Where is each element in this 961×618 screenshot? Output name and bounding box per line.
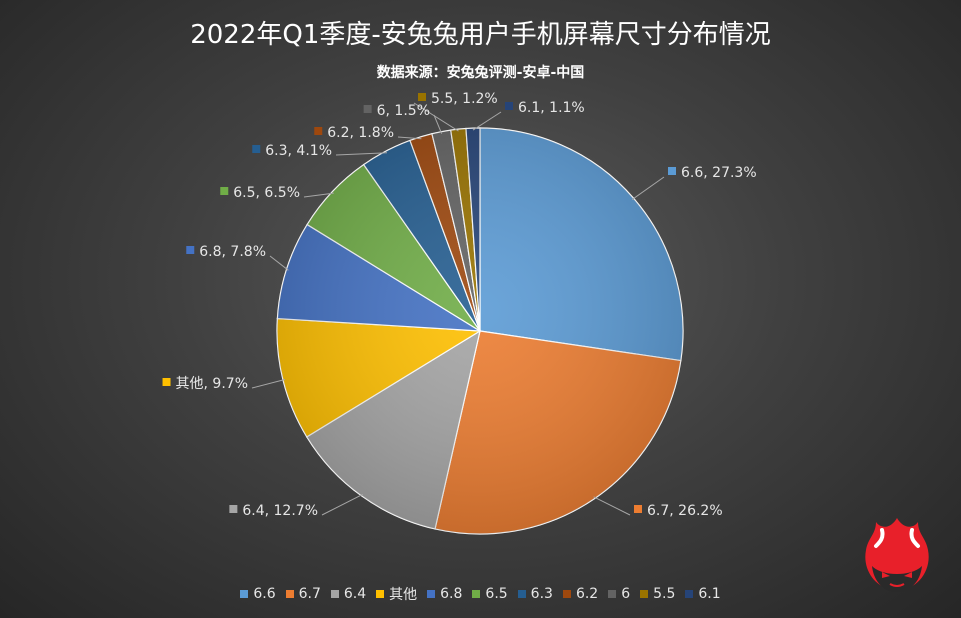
slice-label-text: 6.7, 26.2%	[647, 503, 723, 519]
slice-label-text: 6.4, 12.7%	[242, 503, 318, 519]
pie-slices	[276, 127, 684, 535]
legend-item-6.4: 6.4	[330, 586, 367, 602]
slice-label-6.8: 6.8, 7.8%	[186, 244, 266, 260]
chart-title: 2022年Q1季度-安兔兔用户手机屏幕尺寸分布情况	[190, 20, 771, 50]
legend-label: 6.5	[485, 586, 508, 602]
slice-label-swatch	[314, 127, 323, 135]
slice-label-其他: 其他, 9.7%	[162, 376, 248, 392]
legend-swatch	[640, 590, 649, 598]
slice-label-text: 6.5, 6.5%	[233, 185, 300, 201]
antutu-flame-logo-icon	[865, 518, 929, 592]
legend-item-5.5: 5.5	[640, 586, 675, 602]
legend-label: 6.2	[575, 586, 599, 602]
leader-line-6.8	[269, 255, 289, 271]
legend-label: 6.6	[253, 586, 276, 602]
legend-label: 其他	[389, 587, 418, 603]
leader-line-6	[433, 114, 443, 134]
legend-swatch	[376, 590, 385, 598]
slice-label-swatch	[634, 505, 642, 513]
leader-line-6.7	[593, 496, 631, 516]
pie-slice-6.6	[479, 127, 684, 362]
leader-line-6.2	[397, 136, 422, 140]
slice-label-swatch	[363, 105, 372, 113]
slice-label-swatch	[505, 102, 513, 110]
leader-line-6.5	[303, 192, 334, 198]
legend-item-6.7: 6.7	[285, 586, 321, 602]
legend-swatch	[517, 590, 526, 598]
slice-label-6.5: 6.5, 6.5%	[220, 185, 300, 201]
legend-label: 6.1	[698, 586, 721, 602]
legend-item-6.6: 6.6	[240, 586, 276, 602]
slice-label-swatch	[162, 378, 171, 386]
legend-item-6.3: 6.3	[517, 586, 553, 602]
leader-line-5.5	[413, 102, 459, 132]
leader-line-6.3	[335, 152, 388, 156]
slice-label-text: 其他, 9.7%	[176, 376, 248, 392]
legend-label: 6.4	[343, 586, 367, 602]
slice-labels: 6.6, 27.3% 6.7, 26.2% 6.4, 12.7% 其他, 9.7% 6.…	[162, 91, 757, 519]
leader-line-其他	[251, 379, 286, 389]
legend: 6.6 6.7 6.4 其他 6.8 6.5 6.3 6.2 6 5.5 6.1	[0, 584, 961, 604]
leader-line-6.4	[321, 493, 364, 516]
legend-swatch	[608, 590, 617, 598]
legend-item-6: 6	[608, 586, 630, 602]
slice-label-text: 6, 1.5%	[377, 103, 430, 119]
slice-label-swatch	[668, 167, 676, 175]
slice-label-6: 6, 1.5%	[363, 103, 430, 119]
slice-label-text: 6.2, 1.8%	[327, 125, 394, 141]
legend-item-6.1: 6.1	[685, 586, 721, 602]
legend-swatch	[562, 590, 571, 598]
slice-label-6.2: 6.2, 1.8%	[314, 125, 394, 141]
legend-item-6.2: 6.2	[562, 586, 599, 602]
legend-swatch	[472, 590, 481, 598]
legend-item-其他: 其他	[376, 584, 417, 604]
slice-label-swatch	[186, 246, 195, 254]
slice-label-text: 6.8, 7.8%	[199, 244, 266, 260]
legend-swatch	[427, 590, 436, 598]
legend-swatch	[685, 590, 694, 598]
legend-label: 6.8	[440, 586, 463, 602]
legend-label: 6	[621, 586, 631, 602]
slice-label-6.4: 6.4, 12.7%	[229, 503, 318, 519]
slice-label-swatch	[220, 187, 229, 195]
legend-swatch	[330, 590, 339, 598]
slice-label-swatch	[418, 93, 426, 101]
chart-subtitle: 数据来源：安兔兔评测-安卓-中国	[376, 65, 585, 81]
slice-label-text: 5.5, 1.2%	[431, 91, 498, 107]
leader-lines	[251, 102, 665, 516]
slice-label-swatch	[229, 505, 238, 513]
leader-line-6.6	[631, 176, 665, 201]
slice-label-6.7: 6.7, 26.2%	[634, 503, 723, 519]
slice-label-text: 6.1, 1.1%	[518, 100, 585, 116]
slice-label-swatch	[252, 145, 261, 153]
legend-label: 5.5	[653, 586, 676, 602]
slice-label-text: 6.6, 27.3%	[681, 165, 757, 181]
slice-label-text: 6.3, 4.1%	[265, 143, 332, 159]
slice-label-6.1: 6.1, 1.1%	[505, 100, 585, 116]
legend-label: 6.7	[298, 586, 321, 602]
legend-item-6.8: 6.8	[427, 586, 462, 602]
leader-line-6.1	[472, 111, 502, 131]
legend-label: 6.3	[530, 586, 553, 602]
slice-label-6.3: 6.3, 4.1%	[252, 143, 332, 159]
legend-swatch	[285, 590, 294, 598]
legend-swatch	[240, 590, 249, 598]
legend-item-6.5: 6.5	[472, 586, 508, 602]
slice-label-5.5: 5.5, 1.2%	[418, 91, 498, 107]
slice-label-6.6: 6.6, 27.3%	[668, 165, 757, 181]
